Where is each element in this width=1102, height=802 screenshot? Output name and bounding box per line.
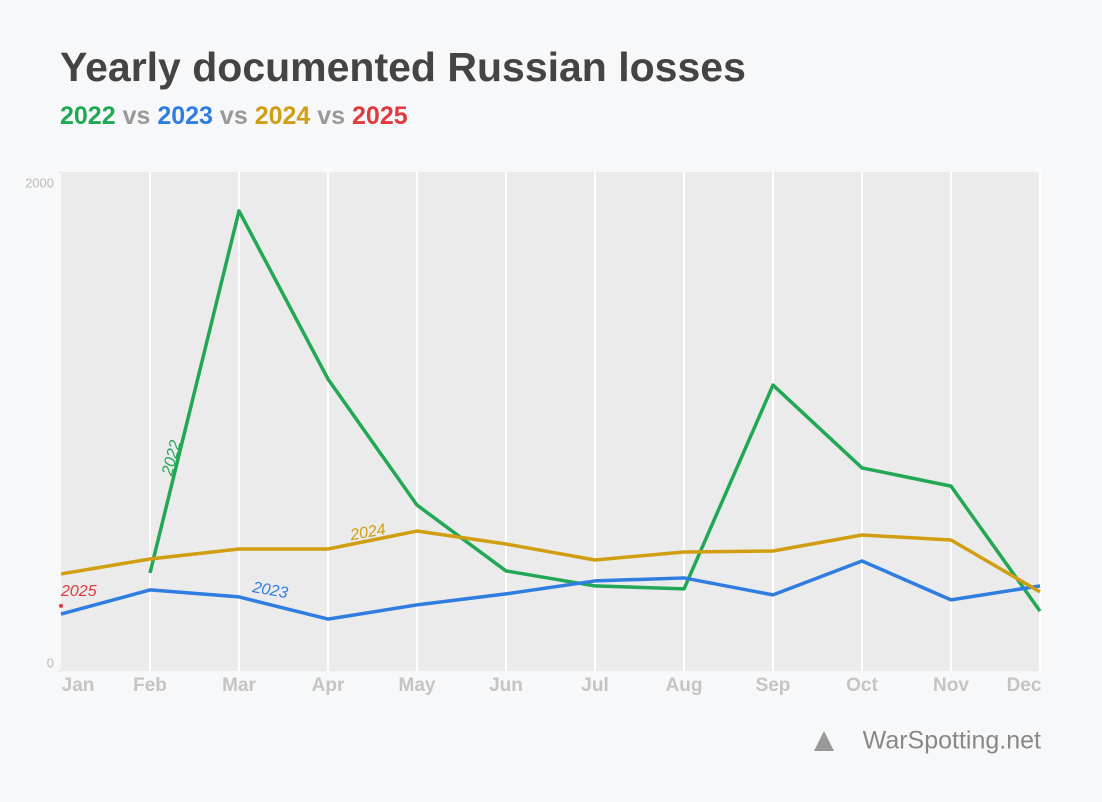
x-tick-label: Feb [133,675,167,696]
y-tick-label: 0 [47,655,54,670]
x-tick-label: Aug [666,675,703,696]
x-tick-label: Jul [581,675,608,696]
x-tick-label: Jun [489,675,523,696]
x-tick-label: Oct [846,675,878,696]
x-tick-label: Nov [933,675,969,696]
subtitle-year: 2024 [255,102,311,130]
chart-title: Yearly documented Russian losses [60,44,746,90]
x-tick-label: Mar [222,675,256,696]
data-point [59,603,63,608]
subtitle-vs: vs [317,102,345,130]
subtitle-year: 2025 [352,102,408,130]
subtitle-vs: vs [220,102,248,130]
series-label: 2024 [348,521,387,544]
y-tick-label: 2000 [25,175,54,190]
x-tick-label: Apr [312,675,345,696]
x-tick-label: Dec [1007,675,1042,696]
x-tick-label: Sep [756,675,791,696]
series-line [60,559,1041,621]
source-icon [814,731,834,751]
subtitle-year: 2023 [157,102,213,130]
series-line [60,529,1041,594]
subtitle-vs: vs [123,102,151,130]
source: WarSpotting.net [863,727,1041,755]
series-line [148,209,1042,613]
chart-subtitle: 2022 vs 2023 vs 2024 vs 2025 [60,102,408,130]
series-label: 2025 [60,583,97,600]
subtitle-year: 2022 [60,102,116,130]
series-label: 2023 [250,579,289,602]
plot: Jan Feb Mar Apr May Jun Jul Aug Sep Oct Nov Dec 0 200… [25,171,1042,696]
x-tick-label: Jan [62,675,95,696]
x-tick-label: May [399,675,436,696]
